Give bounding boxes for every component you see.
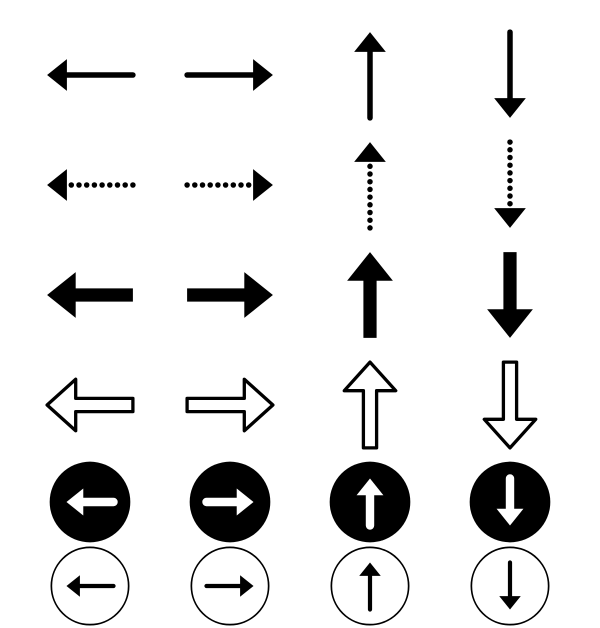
arrow-left-outline-icon — [20, 350, 160, 460]
arrow-left-circle-filled-icon — [20, 460, 160, 544]
arrow-left-dotted-icon — [20, 130, 160, 240]
arrow-left-circle-outline-icon — [20, 544, 160, 628]
arrow-down-circle-filled-icon — [440, 460, 580, 544]
arrow-right-dotted-icon — [160, 130, 300, 240]
arrow-icon-grid — [20, 20, 580, 580]
arrow-down-thick-icon — [440, 240, 580, 350]
arrow-right-circle-filled-icon — [160, 460, 300, 544]
arrow-down-circle-outline-icon — [440, 544, 580, 628]
arrow-left-thick-icon — [20, 240, 160, 350]
arrow-down-dotted-icon — [440, 130, 580, 240]
arrow-up-dotted-icon — [300, 130, 440, 240]
arrow-up-thin-icon — [300, 20, 440, 130]
arrow-up-outline-icon — [300, 350, 440, 460]
arrow-right-thin-icon — [160, 20, 300, 130]
arrow-up-circle-outline-icon — [300, 544, 440, 628]
arrow-right-outline-icon — [160, 350, 300, 460]
arrow-up-thick-icon — [300, 240, 440, 350]
arrow-left-thin-icon — [20, 20, 160, 130]
arrow-down-thin-icon — [440, 20, 580, 130]
arrow-down-outline-icon — [440, 350, 580, 460]
arrow-right-thick-icon — [160, 240, 300, 350]
arrow-up-circle-filled-icon — [300, 460, 440, 544]
arrow-right-circle-outline-icon — [160, 544, 300, 628]
